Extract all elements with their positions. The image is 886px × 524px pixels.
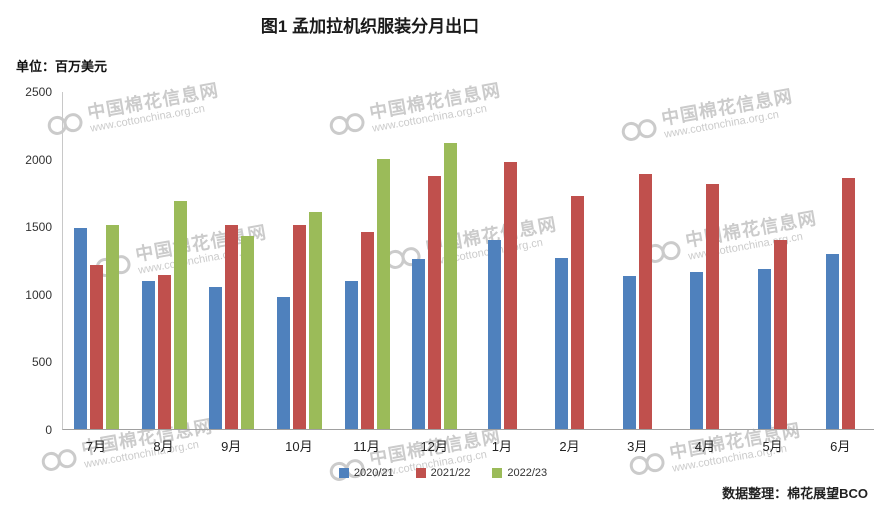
bar-2020/21-2月 — [555, 257, 569, 429]
x-axis-label: 5月 — [762, 439, 783, 454]
bar-2020/21-7月 — [74, 228, 88, 429]
x-axis-label: 1月 — [491, 439, 512, 454]
x-axis-label: 10月 — [285, 439, 313, 454]
x-axis-label: 7月 — [85, 439, 106, 454]
bar-group — [536, 92, 604, 429]
bar-2021/22-6月 — [841, 177, 855, 429]
bar-group — [198, 92, 266, 429]
bar-2020/21-8月 — [141, 280, 155, 429]
bar-group — [468, 92, 536, 429]
x-axis-label: 8月 — [153, 439, 174, 454]
x-axis-label: 4月 — [694, 439, 715, 454]
bar-group — [131, 92, 199, 429]
plot-area: 0 500 1000 1500 2000 2500 7月 8月 9月 10月 11月 12月 1月 2月… — [25, 85, 874, 454]
bar-2022/23-12月 — [444, 143, 458, 429]
bar-group — [401, 92, 469, 429]
y-tick-label: 1000 — [25, 287, 52, 302]
x-axis-label: 2月 — [559, 439, 580, 454]
legend: 2020/21 2021/22 2022/23 — [0, 467, 886, 479]
unit-label: 单位：百万美元 — [16, 59, 108, 74]
bar-group — [671, 92, 739, 429]
legend-label: 2022/23 — [507, 467, 548, 479]
bars-container — [62, 92, 874, 430]
bar-2021/22-10月 — [293, 225, 307, 429]
legend-swatch — [338, 468, 349, 478]
x-axis-label: 9月 — [221, 439, 242, 454]
y-tick-label: 500 — [31, 355, 52, 370]
bar-2021/22-12月 — [428, 175, 442, 429]
legend-swatch — [492, 468, 503, 478]
bar-2022/23-8月 — [173, 201, 187, 429]
y-tick-label: 1500 — [25, 220, 52, 235]
bar-2022/23-7月 — [106, 225, 120, 429]
x-axis-label: 6月 — [830, 439, 851, 454]
bar-2022/23-10月 — [309, 211, 323, 429]
bar-2020/21-12月 — [412, 259, 426, 429]
bar-group — [333, 92, 401, 429]
bar-2021/22-5月 — [774, 239, 788, 429]
bar-2021/22-1月 — [503, 162, 517, 429]
x-axis-label: 11月 — [353, 439, 380, 454]
legend-item-2022/23: 2022/23 — [492, 467, 547, 479]
bar-2020/21-4月 — [690, 271, 704, 429]
bar-2020/21-10月 — [277, 296, 291, 429]
bar-2021/22-4月 — [706, 184, 720, 429]
y-tick-label: 2500 — [25, 85, 52, 99]
bar-group — [806, 92, 874, 429]
bar-2020/21-9月 — [209, 287, 223, 429]
bar-2022/23-9月 — [241, 236, 255, 429]
legend-item-2020/21: 2020/21 — [338, 467, 394, 479]
bar-2021/22-11月 — [360, 232, 374, 429]
legend-item-2021/22: 2021/22 — [415, 467, 471, 479]
bar-2021/22-8月 — [157, 274, 171, 429]
x-axis: 7月 8月 9月 10月 11月 12月 1月 2月 3月 4月 5月 6月 — [62, 436, 874, 455]
bar-2022/23-11月 — [376, 159, 390, 429]
bar-2020/21-11月 — [344, 281, 358, 429]
y-tick-label: 2000 — [25, 152, 52, 167]
bar-group — [739, 92, 807, 429]
bar-2020/21-1月 — [487, 240, 501, 429]
bar-2021/22-9月 — [225, 225, 239, 429]
bar-group — [604, 92, 672, 429]
bar-2021/22-7月 — [90, 264, 104, 429]
bar-2020/21-5月 — [758, 269, 772, 429]
x-axis-label: 3月 — [627, 439, 648, 454]
bar-group — [63, 92, 131, 429]
x-axis-label: 12月 — [420, 439, 448, 454]
bar-2020/21-6月 — [825, 253, 839, 429]
legend-label: 2020/21 — [353, 467, 394, 479]
bar-2020/21-3月 — [622, 276, 636, 429]
legend-label: 2021/22 — [430, 467, 471, 479]
chart-title: 图1 孟加拉机织服装分月出口 — [260, 17, 480, 36]
bar-2021/22-3月 — [638, 174, 652, 429]
bar-group — [266, 92, 334, 429]
source-note: 数据整理：棉花展望BCO — [722, 486, 868, 501]
y-tick-label: 0 — [45, 423, 52, 437]
legend-swatch — [415, 468, 426, 478]
bar-2021/22-2月 — [571, 196, 585, 429]
